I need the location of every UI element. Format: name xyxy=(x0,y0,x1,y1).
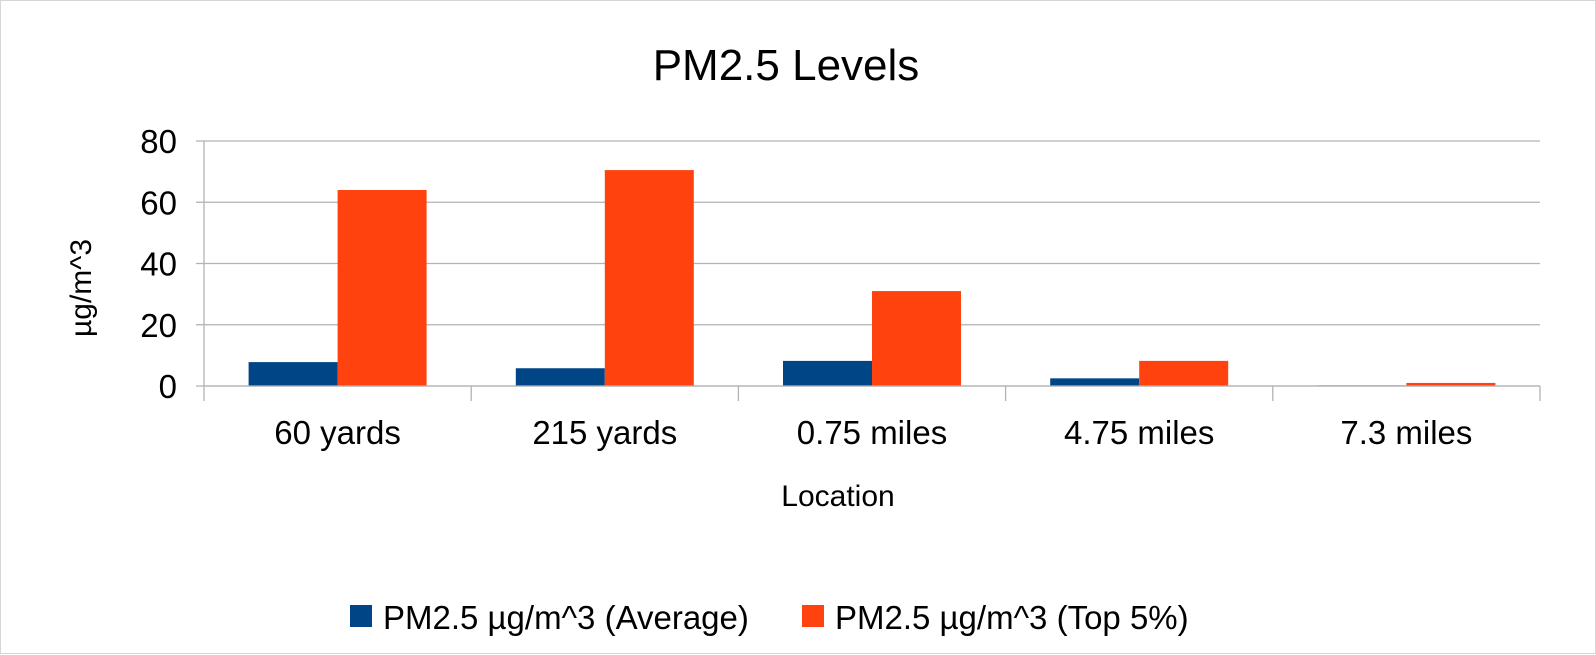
bars xyxy=(248,170,1496,386)
y-tick-label: 60 xyxy=(140,184,177,221)
x-tick-label: 215 yards xyxy=(532,414,677,451)
y-tick-label: 80 xyxy=(140,123,177,160)
bar-top5-2 xyxy=(872,291,961,386)
bar-top5-3 xyxy=(1139,360,1229,386)
x-tick-label: 0.75 miles xyxy=(797,414,947,451)
bar-average-1 xyxy=(515,368,605,386)
y-tick-label: 20 xyxy=(140,307,177,344)
axes xyxy=(203,141,1541,401)
x-tick-label: 7.3 miles xyxy=(1340,414,1472,451)
bar-top5-1 xyxy=(604,170,694,386)
bar-average-2 xyxy=(783,360,872,386)
x-tick-label: 60 yards xyxy=(274,414,401,451)
y-tick-label: 0 xyxy=(159,368,177,405)
legend-label: PM2.5 µg/m^3 (Top 5%) xyxy=(835,599,1189,636)
chart-title: PM2.5 Levels xyxy=(653,41,920,90)
x-tick-label: 4.75 miles xyxy=(1064,414,1214,451)
legend: PM2.5 µg/m^3 (Average) PM2.5 µg/m^3 (Top … xyxy=(350,599,1189,636)
bar-average-3 xyxy=(1050,378,1140,386)
x-axis-label: Location xyxy=(781,480,894,513)
bar-top5-0 xyxy=(337,190,427,386)
bar-average-0 xyxy=(248,362,338,386)
bar-top5-4 xyxy=(1406,382,1496,386)
legend-swatch xyxy=(802,605,824,627)
y-tick-labels: 0 20 40 60 80 xyxy=(140,123,177,405)
x-tick-labels: 60 yards 215 yards 0.75 miles 4.75 miles 7.3… xyxy=(274,414,1472,451)
y-tick-label: 40 xyxy=(140,246,177,283)
y-axis-label: µg/m^3 xyxy=(65,239,98,337)
legend-label: PM2.5 µg/m^3 (Average) xyxy=(383,599,749,636)
legend-swatch xyxy=(350,605,372,627)
